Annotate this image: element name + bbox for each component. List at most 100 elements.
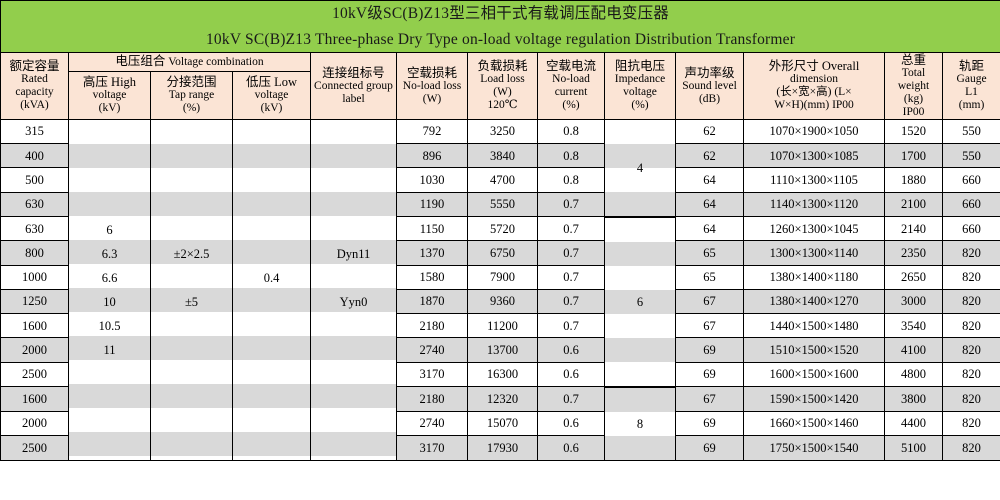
cell-gauge: 550: [941, 142, 1000, 169]
impedance-value: 4: [636, 160, 644, 175]
header-high-voltage-cn: 高压 High: [82, 75, 137, 90]
cell-load-loss: 5720: [467, 215, 538, 242]
cell-dimension: 1070×1900×1050: [743, 118, 885, 144]
header-tap-range: 分接范围 Tap range (%): [150, 70, 233, 120]
merged-value: 6: [106, 222, 113, 237]
header-connected-group: 连接组标号 Connected group label: [310, 52, 397, 120]
cell-capacity: 400: [0, 142, 69, 169]
cell-gauge: 660: [941, 215, 1000, 242]
cell-no-load-loss: 2740: [396, 410, 468, 436]
cell-capacity: 1600: [0, 386, 69, 412]
cell-sound-level: 64: [675, 215, 744, 242]
header-sound-level-en: Sound level: [682, 79, 737, 92]
merged-value: [235, 410, 308, 434]
merged-value: [313, 314, 394, 338]
cell-total-weight: 3800: [884, 386, 943, 412]
merged-value: [71, 386, 148, 410]
table-row: 2500 3170 17930 0.6 69 1750×1500×1540 5100 820: [0, 435, 1000, 461]
header-no-load-loss-cn: 空载损耗: [406, 65, 457, 80]
cell-load-loss: 13700: [467, 337, 538, 363]
cell-sound-level: 69: [675, 361, 744, 388]
cell-capacity: 2000: [0, 337, 69, 363]
cell-capacity: 500: [0, 167, 69, 193]
transformer-spec-table: 10kV级SC(B)Z13型三相干式有载调压配电变压器 10kV SC(B)Z1…: [0, 0, 1000, 461]
table-row: 500 1030 4700 0.8 64 1110×1300×1105 1880 660: [0, 167, 1000, 193]
merged-value: [313, 194, 394, 218]
header-load-loss-cn: 负载损耗: [477, 59, 528, 74]
cell-total-weight: 1700: [884, 142, 943, 169]
cell-no-load-loss: 1870: [396, 288, 468, 315]
merged-value: ±2×2.5: [173, 246, 210, 261]
header-overall-dimension: 外形尺寸 Overall dimension (长×宽×高) (L× W×H)(…: [743, 52, 885, 120]
cell-load-loss: 9360: [467, 288, 538, 315]
cell-capacity: 1600: [0, 313, 69, 339]
header-impedance-voltage: 阻抗电压 Impedance voltage (%): [604, 52, 676, 120]
cell-dimension: 1300×1300×1140: [743, 240, 885, 266]
header-rated-capacity-en: Rated capacity: [15, 73, 54, 99]
cell-dimension: 1750×1500×1540: [743, 435, 885, 461]
cell-no-load-loss: 896: [396, 142, 468, 169]
cell-total-weight: 3540: [884, 313, 943, 339]
cell-dimension: 1380×1400×1270: [743, 288, 885, 315]
merged-value: [71, 194, 148, 218]
cell-dimension: 1380×1400×1180: [743, 264, 885, 290]
merged-value: [235, 170, 308, 194]
cell-capacity: 800: [0, 240, 69, 266]
cell-gauge: 550: [941, 118, 1000, 144]
cell-sound-level: 64: [675, 167, 744, 193]
cell-impedance-voltage: 6: [604, 215, 676, 387]
merged-value: 10: [103, 294, 116, 309]
merged-value: [235, 194, 308, 218]
cell-no-load-loss: 2180: [396, 313, 468, 339]
cell-sound-level: 62: [675, 118, 744, 144]
cell-no-load-loss: 2740: [396, 337, 468, 363]
merged-value: [235, 386, 308, 410]
cell-load-loss: 3840: [467, 142, 538, 169]
header-impedance-voltage-cn: 阻抗电压: [614, 59, 665, 74]
merged-value: [71, 434, 148, 458]
table-row: 630 1190 5550 0.7 64 1140×1300×1120 2100 660: [0, 191, 1000, 218]
merged-value: 11: [103, 342, 116, 357]
merged-values-tap-range: ±2×2.5 ±5: [153, 122, 230, 458]
cell-no-load-current: 0.8: [537, 167, 605, 193]
header-total-weight-cn: 总重: [900, 53, 926, 67]
title-row-en: 10kV SC(B)Z13 Three-phase Dry Type on-lo…: [0, 26, 1000, 53]
cell-no-load-loss: 1030: [396, 167, 468, 193]
cell-sound-level: 69: [675, 410, 744, 436]
cell-total-weight: 3000: [884, 288, 943, 315]
cell-gauge: 820: [941, 386, 1000, 412]
cell-impedance-voltage: 4: [604, 118, 676, 217]
stripe-bg-low-voltage: [233, 120, 310, 459]
cell-load-loss: 7900: [467, 264, 538, 290]
merged-value: [235, 434, 308, 458]
cell-gauge: 660: [941, 167, 1000, 193]
cell-capacity: 315: [0, 118, 69, 144]
header-gauge: 轨距 Gauge L1 (mm): [941, 52, 1000, 120]
cell-no-load-loss: 2180: [396, 386, 468, 412]
title-english: 10kV SC(B)Z13 Three-phase Dry Type on-lo…: [0, 26, 1000, 53]
cell-no-load-current: 0.6: [537, 410, 605, 436]
merged-value: [313, 386, 394, 410]
header-gauge-line3: L1: [965, 86, 978, 99]
cell-total-weight: 2140: [884, 215, 943, 242]
table-row: 400 896 3840 0.8 62 1070×1300×1085 1700 550: [0, 142, 1000, 169]
merged-value: [235, 146, 308, 170]
header-gauge-en: Gauge: [956, 73, 987, 86]
cell-sound-level: 62: [675, 142, 744, 169]
cell-sound-level: 65: [675, 240, 744, 266]
header-gauge-cn: 轨距: [959, 59, 985, 74]
cell-no-load-loss: 3170: [396, 435, 468, 461]
cell-load-loss: 17930: [467, 435, 538, 461]
header-sound-level-cn: 声功率级: [684, 65, 735, 80]
cell-no-load-loss: 1190: [396, 191, 468, 218]
merged-value: [71, 410, 148, 434]
cell-sound-level: 64: [675, 191, 744, 218]
merged-value: [71, 362, 148, 386]
merged-value: [313, 434, 394, 458]
header-no-load-loss-unit: (W): [422, 92, 442, 105]
header-rated-capacity: 额定容量 Rated capacity (kVA): [0, 52, 69, 120]
stripe-bg-tap-range: [151, 120, 232, 459]
cell-impedance-voltage: 8: [604, 385, 676, 461]
cell-no-load-current: 0.7: [537, 288, 605, 315]
stripe-bg-connected-group: [311, 120, 396, 459]
